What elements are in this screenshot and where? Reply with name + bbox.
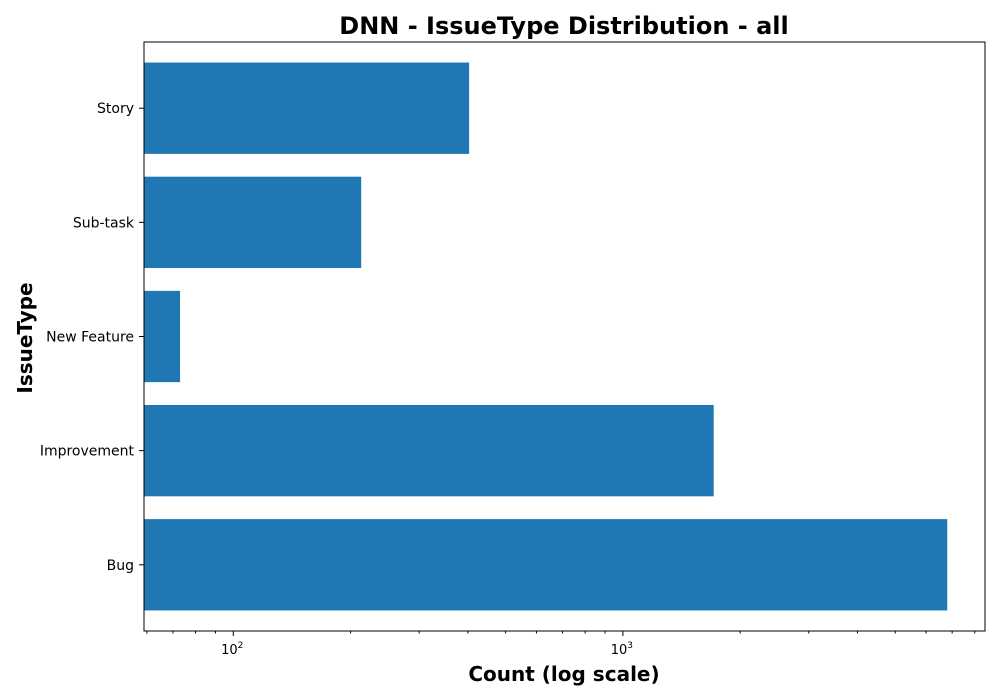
y-tick-label: Improvement [40,444,135,460]
x-tick-label: 103 [611,641,633,658]
bar-new-feature [144,290,181,383]
y-tick-label: Sub-task [73,215,135,231]
y-tick-label: Story [97,101,134,117]
bars-group [144,62,948,611]
bar-improvement [144,404,714,497]
y-tick-label: Bug [107,558,134,574]
bar-sub-task [144,176,362,269]
chart-title: DNN - IssueType Distribution - all [339,12,788,40]
y-axis-ticks: Bug Improvement New Feature Sub-task Story [40,101,144,574]
y-tick-label: New Feature [46,330,134,346]
x-axis-label: Count (log scale) [468,662,659,686]
bar-bug [144,519,948,611]
bar-story [144,62,470,154]
plot-area-frame [143,41,986,632]
y-axis-label: IssueType [13,282,37,393]
x-axis-ticks: 102 103 [146,631,976,658]
x-tick-label: 102 [221,641,243,658]
